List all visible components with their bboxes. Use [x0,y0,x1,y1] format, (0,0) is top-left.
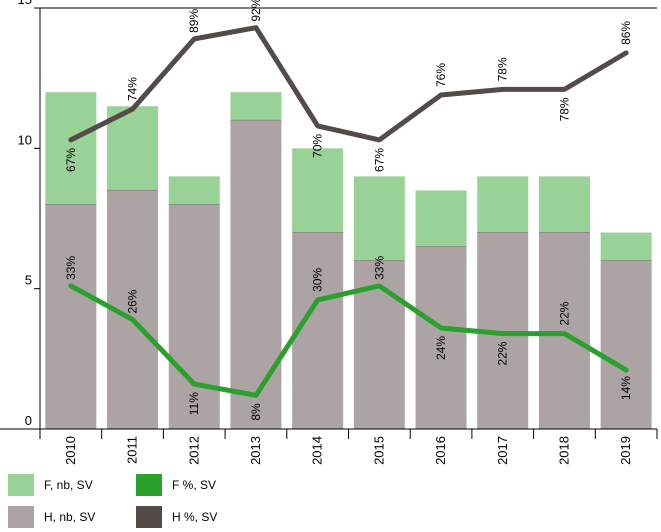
data-label: 14% [619,376,633,400]
data-label: 33% [372,256,386,280]
data-label: 76% [434,63,448,87]
y-tick-label: 10 [18,132,32,147]
bar-upper-segment [353,176,405,261]
bar-upper-segment [168,176,220,205]
line-series-h-percent [68,25,629,143]
legend-swatch [136,474,162,496]
x-tick-label: 2019 [618,436,633,465]
data-label: 8% [249,403,263,421]
bar-upper-segment [538,176,590,233]
legend-item: H, nb, SV [8,506,95,528]
data-label: 30% [311,268,325,292]
axes-layer: 0 5 10 15 2010 2011 2012 2013 2014 2015 2016 2017 20… [0,0,658,465]
bar-lower-segment [538,232,590,429]
bar-lower-segment [415,246,467,429]
bar-lower-segment [230,120,282,430]
data-label: 92% [249,0,263,22]
x-tick-label: 2015 [371,436,386,465]
data-label: 86% [619,21,633,45]
x-tick-label: 2016 [433,436,448,465]
x-tick-label: 2010 [63,436,78,465]
legend-swatch [136,506,162,528]
bar-lower-segment [45,204,97,429]
bar-upper-segment [230,92,282,121]
x-tick-label: 2013 [248,436,263,465]
legend-swatch [8,474,34,496]
bar-lower-segment [168,204,220,429]
bars-layer [45,92,652,430]
data-label: 11% [187,392,201,415]
bar-upper-segment [415,190,467,247]
bar-upper-segment [477,176,529,233]
x-tick-label: 2012 [186,436,201,465]
x-tick-label: 2011 [125,436,140,464]
legend: F, nb, SV F %, SV H, nb, SV H %, SV [8,474,308,530]
line-series-f-percent [68,283,629,398]
bar-upper-segment [45,92,97,205]
data-label: 26% [126,289,140,313]
x-tick-label: 2017 [495,436,510,465]
data-label: 78% [557,97,571,121]
data-label: 70% [311,134,325,158]
data-label: 22% [496,341,510,365]
data-label: 78% [496,57,510,81]
x-tick-label: 2014 [310,436,325,465]
data-label: 67% [64,148,78,172]
chart: 0 5 10 15 2010 2011 2012 2013 2014 2015 2016 2017 20… [0,0,658,465]
x-tick-label: 2018 [556,436,571,465]
data-label: 33% [64,256,78,280]
data-label: 24% [434,336,448,360]
bar-upper-segment [292,148,344,233]
y-tick-label: 0 [25,413,32,428]
legend-label: F, nb, SV [44,478,93,492]
data-label: 89% [187,9,201,33]
labels-layer: 67% 74% 89% 92% 70% 67% 76% 78% 78% 86% 33% 26% 11% 8… [64,0,633,421]
legend-item: H %, SV [136,506,217,528]
legend-swatch [8,506,34,528]
data-label: 22% [557,301,571,325]
data-label: 67% [372,148,386,172]
data-label: 74% [126,77,140,101]
legend-label: H, nb, SV [44,510,96,524]
lines-layer [68,25,629,398]
y-tick-label: 15 [18,0,32,7]
bar-upper-segment [600,232,652,261]
y-tick-label: 5 [25,273,32,288]
legend-item: F %, SV [136,474,216,496]
legend-label: F %, SV [172,478,217,492]
legend-label: H %, SV [172,510,218,524]
bar-lower-segment [600,260,652,429]
legend-item: F, nb, SV [8,474,93,496]
